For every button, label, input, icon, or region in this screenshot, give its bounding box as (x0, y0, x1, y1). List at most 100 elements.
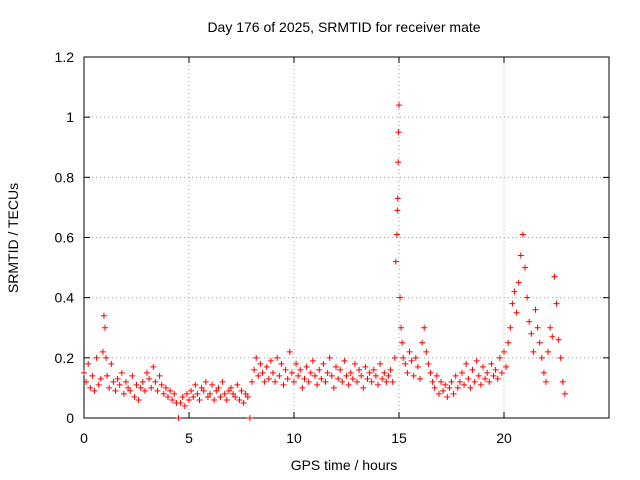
data-point (93, 354, 100, 361)
data-point (85, 360, 92, 367)
data-point (244, 393, 251, 400)
data-point (221, 390, 228, 397)
data-point (162, 384, 169, 391)
y-tick-label: 0.8 (55, 169, 75, 185)
data-point (219, 378, 226, 385)
y-tick-label: 0.4 (55, 290, 75, 306)
data-point (433, 372, 440, 379)
data-point (471, 378, 478, 385)
data-point (106, 384, 113, 391)
x-tick-label: 20 (496, 430, 512, 446)
data-point (171, 390, 178, 397)
data-point (194, 390, 201, 397)
data-point (484, 369, 491, 376)
data-point (543, 378, 549, 385)
data-point (501, 348, 507, 355)
data-point (295, 372, 302, 379)
data-point (167, 387, 174, 394)
data-point (400, 354, 407, 361)
data-point (561, 390, 568, 397)
data-point (335, 375, 342, 382)
data-point (509, 300, 516, 307)
data-point (456, 378, 463, 385)
data-point (293, 360, 300, 367)
data-point (490, 372, 497, 379)
data-point (341, 357, 348, 364)
data-point (91, 387, 98, 394)
y-tick-label: 0 (66, 410, 74, 426)
data-point (473, 357, 480, 364)
data-point (393, 231, 400, 238)
data-point (230, 390, 237, 397)
data-point (120, 390, 127, 397)
data-point (372, 372, 379, 379)
data-point (549, 333, 556, 340)
data-point (333, 363, 339, 370)
data-point (389, 378, 396, 385)
data-point (555, 336, 562, 343)
data-point (270, 369, 276, 376)
data-point (104, 372, 111, 379)
data-point (276, 372, 283, 379)
data-point (232, 393, 239, 400)
data-point (89, 372, 96, 379)
data-point (343, 372, 350, 379)
data-point (469, 366, 476, 373)
data-point (394, 195, 401, 202)
data-point (97, 375, 104, 382)
data-point (183, 390, 190, 397)
data-point (486, 378, 493, 385)
data-point (438, 378, 444, 385)
data-point (435, 390, 442, 397)
data-point (240, 399, 247, 406)
data-point (165, 393, 171, 400)
data-point (398, 324, 405, 331)
data-point (95, 381, 102, 388)
data-point (202, 378, 209, 385)
data-point (131, 393, 138, 400)
data-point (450, 390, 457, 397)
data-point (175, 415, 182, 421)
data-point (328, 372, 335, 379)
data-point (463, 360, 470, 367)
data-point (402, 360, 409, 367)
data-point (507, 324, 514, 331)
data-point (152, 378, 159, 385)
data-point (545, 348, 552, 355)
data-point (255, 372, 262, 379)
data-point (272, 378, 279, 385)
data-point (446, 384, 453, 391)
data-point (406, 348, 413, 355)
data-point (448, 378, 455, 385)
data-point (141, 387, 148, 394)
data-point (320, 360, 327, 367)
data-point (412, 354, 419, 361)
data-point (459, 369, 465, 376)
data-point (127, 387, 134, 394)
data-point (513, 309, 520, 316)
data-point (530, 348, 537, 355)
data-point (379, 375, 386, 382)
data-point (188, 387, 195, 394)
data-point (375, 381, 381, 388)
data-point (148, 384, 155, 391)
data-point (522, 264, 528, 271)
y-tick-label: 1.2 (55, 49, 75, 65)
data-point (211, 396, 218, 403)
data-point (396, 102, 402, 109)
data-point (351, 360, 358, 367)
data-point (417, 375, 423, 382)
data-point (349, 375, 356, 382)
data-point (316, 366, 323, 373)
data-point (267, 357, 274, 364)
data-point (339, 378, 346, 385)
data-point (467, 384, 474, 391)
data-point (429, 378, 436, 385)
data-point (496, 354, 503, 361)
data-point (347, 369, 354, 376)
data-point (383, 378, 390, 385)
data-point (112, 387, 119, 394)
data-point (179, 393, 186, 400)
data-point (118, 369, 125, 376)
